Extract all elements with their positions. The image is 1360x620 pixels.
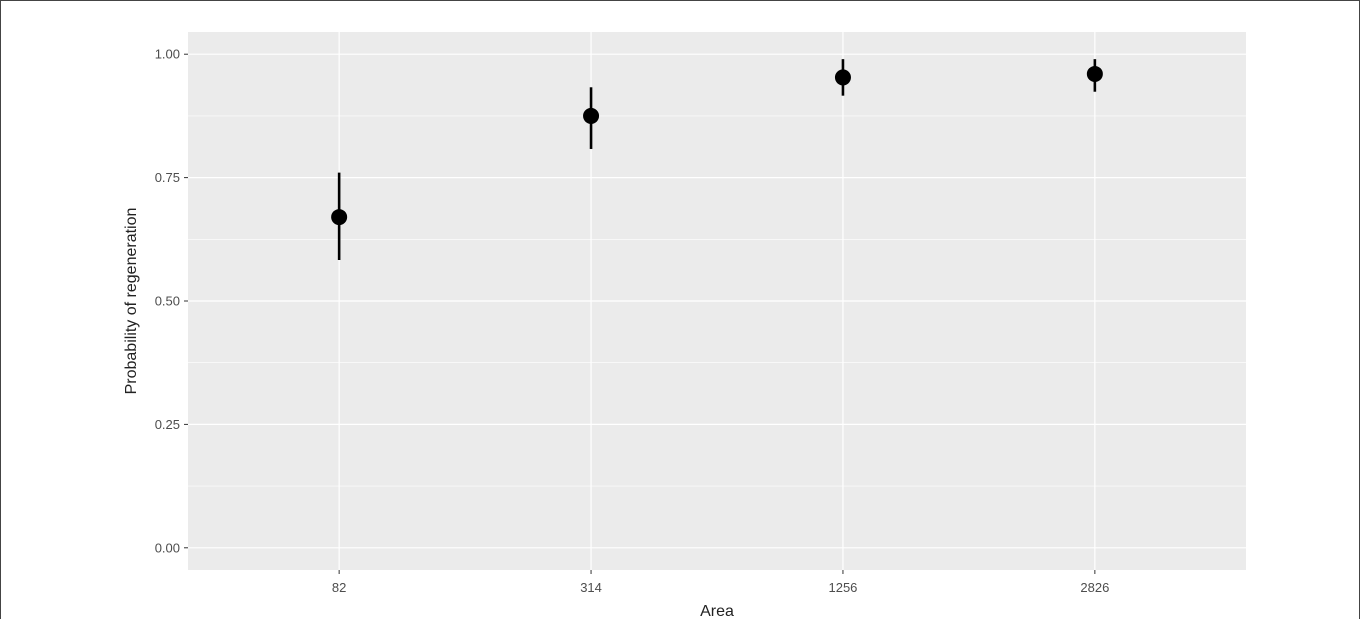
x-axis-ticks: 82 314 1256 2826 [332,570,1109,595]
data-point [1086,65,1103,82]
x-axis-title: Area [700,603,734,620]
y-axis-ticks: 0.00 0.25 0.50 0.75 1.00 [155,47,188,555]
x-tick-label: 82 [332,580,346,595]
major-gridlines [188,32,1246,570]
y-tick-label: 0.25 [155,417,180,432]
data-point [834,69,851,86]
y-tick-label: 0.50 [155,294,180,309]
minor-gridlines [188,115,1246,487]
y-tick-label: 1.00 [155,47,180,62]
data-point [583,107,600,124]
y-tick-label: 0.00 [155,540,180,555]
y-axis-title: Probability of regeneration [123,208,140,395]
y-tick-label: 0.75 [155,170,180,185]
data-marks [331,59,1103,261]
x-tick-label: 1256 [828,580,857,595]
x-tick-label: 2826 [1080,580,1109,595]
x-tick-label: 314 [580,580,602,595]
data-point [331,209,348,226]
